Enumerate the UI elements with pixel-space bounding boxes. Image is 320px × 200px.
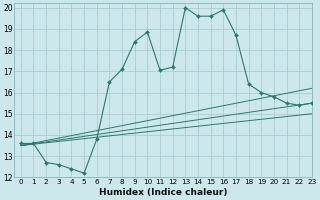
- X-axis label: Humidex (Indice chaleur): Humidex (Indice chaleur): [99, 188, 228, 197]
